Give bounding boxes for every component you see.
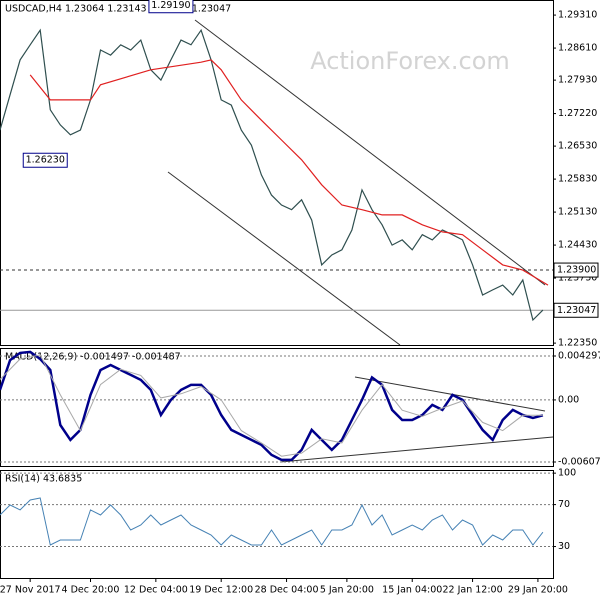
trend-line [279, 436, 554, 463]
annotation-box [22, 152, 68, 168]
panel-title: RSI(14) 43.6835 [5, 474, 82, 485]
y-tick-label: 1.24430 [558, 240, 597, 251]
y-tick-label: 0.004297 [558, 350, 600, 361]
panel-frame [0, 348, 554, 467]
x-tick-label: 4 Dec 20:00 [62, 585, 120, 596]
series-line [29, 59, 549, 286]
y-tick-label: 1.28610 [558, 43, 597, 54]
y-tick-label: 1.23730 [558, 273, 597, 284]
y-tick-label: 1.22350 [558, 338, 597, 349]
y-tick-label: 1.27930 [558, 75, 597, 86]
y-tick-label: 100 [558, 468, 576, 479]
y-tick-label: 70 [558, 499, 570, 510]
panel-title: USDCAD,H4 1.23064 1.23143 1.23001 1.2304… [5, 4, 231, 15]
x-tick-label: 19 Dec 12:00 [189, 585, 253, 596]
price-label-box [553, 262, 599, 278]
y-tick-label: 1.25130 [558, 207, 597, 218]
y-tick-label: -0.006071 [558, 457, 600, 468]
series-line [0, 350, 544, 462]
annotation-label: 1.29190 [151, 0, 190, 11]
y-tick-label: 1.26530 [558, 141, 597, 152]
annotation-label: 1.26230 [26, 155, 65, 166]
y-tick-label: 1.29310 [558, 10, 597, 21]
price-label: 1.23900 [557, 265, 596, 276]
x-tick-label: 27 Nov 2017 [0, 585, 61, 596]
channel-line [167, 171, 401, 346]
y-tick-label: 1.25830 [558, 174, 597, 185]
channel-line [194, 19, 546, 286]
watermark: ActionForex.com [310, 47, 510, 75]
x-tick-label: 29 Jan 20:00 [508, 585, 568, 596]
price-label: 1.23047 [557, 305, 596, 316]
x-tick-label: 22 Jan 12:00 [442, 585, 502, 596]
panel-title: MACD(12,26,9) -0.001497 -0.001487 [5, 352, 181, 363]
y-tick-label: 30 [558, 541, 570, 552]
series-line [0, 354, 543, 457]
y-tick-label: 0.00 [558, 394, 579, 405]
annotation-box [148, 0, 194, 14]
panel-frame [0, 0, 554, 346]
y-tick-label: 1.27220 [558, 108, 597, 119]
x-tick-label: 28 Dec 04:00 [255, 585, 319, 596]
price-label-box [553, 302, 599, 318]
x-tick-label: 12 Dec 04:00 [124, 585, 188, 596]
trend-line [354, 376, 546, 412]
series-line [0, 497, 544, 546]
x-tick-label: 15 Jan 04:00 [382, 585, 442, 596]
panel-frame [0, 470, 554, 579]
x-tick-label: 5 Jan 20:00 [320, 585, 374, 596]
